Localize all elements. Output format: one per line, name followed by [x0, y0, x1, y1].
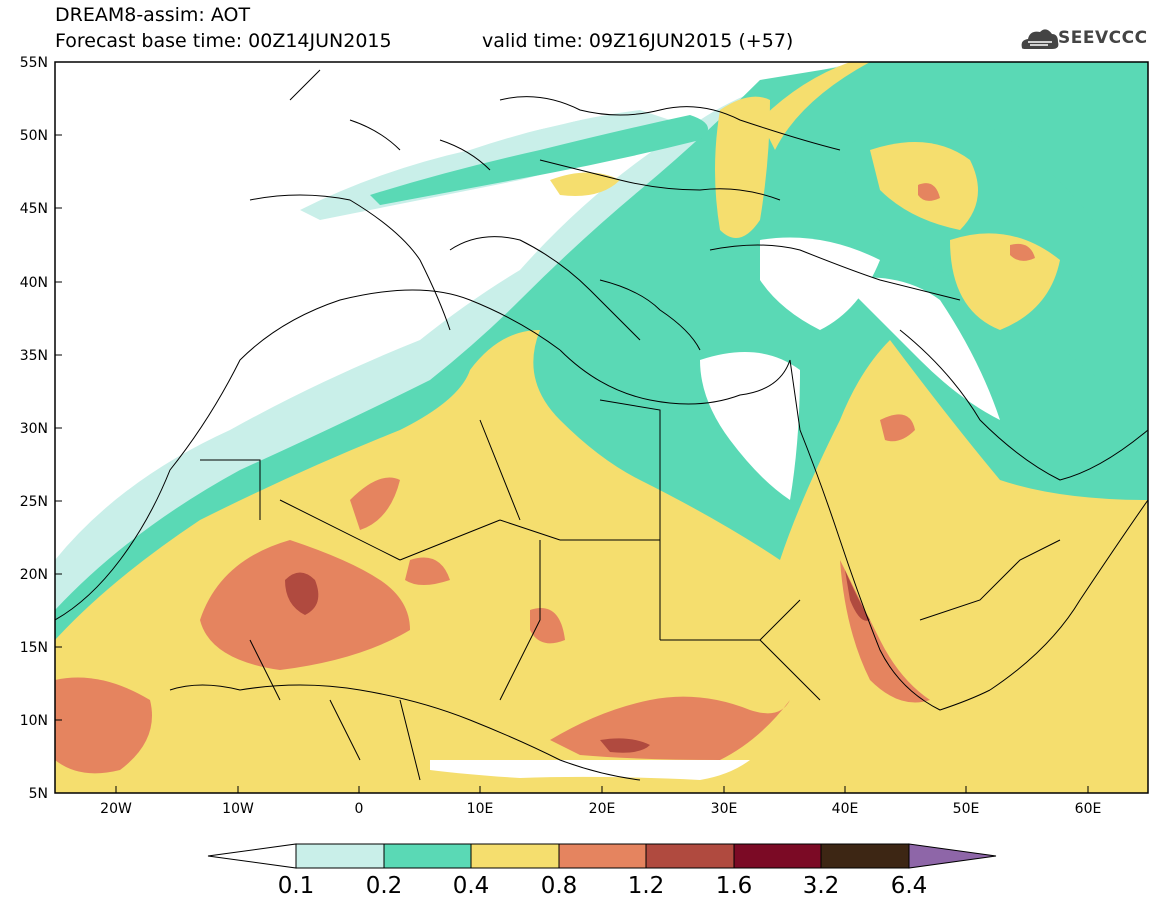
lat-label: 35N: [20, 348, 48, 364]
lat-label: 50N: [20, 128, 48, 144]
lon-label: 20W: [100, 801, 132, 817]
lat-label: 20N: [20, 567, 48, 583]
lat-label: 55N: [20, 55, 48, 71]
lon-label: 50E: [953, 801, 980, 817]
lat-label: 45N: [20, 201, 48, 217]
lon-label: 40E: [832, 801, 859, 817]
lat-label: 40N: [20, 275, 48, 291]
map-frame: [54, 61, 1149, 794]
lat-label: 5N: [29, 786, 48, 802]
aot-field: [55, 62, 1148, 793]
lat-label: 25N: [20, 494, 48, 510]
cloud-logo-icon: [1021, 29, 1059, 49]
lat-label: 30N: [20, 421, 48, 437]
country-borders: [55, 69, 1148, 781]
lon-label: 0: [355, 801, 364, 817]
lon-labels: 20W 10W 0 10E 20E 30E 40E 50E 60E: [100, 801, 1101, 817]
lon-label: 30E: [711, 801, 738, 817]
valid-time: valid time: 09Z16JUN2015 (+57): [482, 30, 794, 52]
lat-labels: 55N 50N 45N 40N 35N 30N 25N 20N 15N 10N …: [20, 55, 48, 802]
lon-label: 10W: [222, 801, 254, 817]
map-title: DREAM8-assim: AOT: [55, 4, 251, 26]
lon-label: 20E: [589, 801, 616, 817]
lat-label: 10N: [20, 713, 48, 729]
lat-label: 15N: [20, 640, 48, 656]
lon-label: 10E: [467, 801, 494, 817]
logo-text: SEEVCCC: [1058, 28, 1148, 48]
forecast-base-time: Forecast base time: 00Z14JUN2015: [55, 30, 392, 52]
lon-label: 60E: [1075, 801, 1102, 817]
